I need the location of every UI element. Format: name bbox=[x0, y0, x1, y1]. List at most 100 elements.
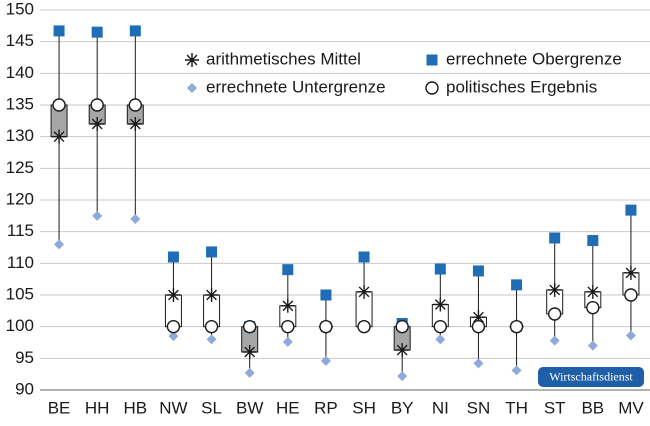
mean-marker bbox=[185, 53, 199, 67]
result-marker bbox=[52, 98, 66, 112]
legend-label: politisches Ergebnis bbox=[446, 77, 597, 96]
y-tick-label: 140 bbox=[6, 63, 34, 82]
y-tick-label: 130 bbox=[6, 126, 34, 145]
upper-marker bbox=[587, 235, 599, 247]
lower-marker bbox=[168, 331, 179, 342]
mean-marker bbox=[623, 265, 638, 280]
mean-marker bbox=[547, 282, 562, 297]
x-tick-label: HE bbox=[276, 398, 300, 417]
upper-marker bbox=[549, 232, 561, 244]
upper-marker bbox=[472, 265, 484, 277]
mean-marker bbox=[585, 284, 600, 299]
lower-marker bbox=[320, 355, 331, 366]
legend-label: arithmetisches Mittel bbox=[206, 49, 361, 68]
upper-marker bbox=[129, 25, 141, 37]
legend-label: errechnete Untergrenze bbox=[206, 77, 386, 96]
mean-marker bbox=[90, 117, 105, 131]
legend-item: errechnete Untergrenze bbox=[187, 77, 386, 96]
result-marker bbox=[204, 319, 219, 334]
y-tick-label: 95 bbox=[15, 348, 34, 367]
y-tick-label: 135 bbox=[6, 94, 34, 113]
upper-marker bbox=[282, 264, 294, 276]
lower-marker bbox=[397, 371, 408, 382]
x-tick-label: BE bbox=[48, 398, 71, 417]
lower-marker bbox=[549, 335, 560, 346]
legend-item: errechnete Obergrenze bbox=[426, 49, 622, 68]
result-marker bbox=[624, 288, 638, 302]
lower-marker bbox=[244, 367, 255, 378]
lower-marker bbox=[587, 340, 598, 351]
upper-marker bbox=[53, 25, 65, 37]
lower-marker bbox=[473, 358, 484, 369]
upper-marker bbox=[358, 251, 370, 263]
mean-marker bbox=[395, 343, 410, 358]
mean-marker bbox=[357, 284, 372, 299]
result-marker bbox=[586, 300, 600, 315]
legend-item: politisches Ergebnis bbox=[425, 77, 597, 96]
y-tick-label: 115 bbox=[7, 221, 34, 240]
mean-marker bbox=[471, 310, 486, 325]
x-tick-label: MV bbox=[618, 398, 644, 417]
upper-marker bbox=[91, 26, 103, 38]
x-tick-label: SN bbox=[467, 398, 491, 417]
lower-marker bbox=[282, 336, 293, 347]
y-tick-label: 150 bbox=[6, 0, 34, 18]
mean-marker bbox=[242, 345, 257, 359]
mean-marker bbox=[128, 117, 143, 131]
mean-marker bbox=[280, 298, 295, 313]
upper-marker bbox=[206, 246, 218, 258]
result-marker bbox=[242, 319, 257, 334]
y-tick-label: 100 bbox=[6, 316, 34, 335]
result-marker bbox=[471, 319, 486, 334]
x-tick-label: NI bbox=[432, 398, 449, 417]
upper-marker bbox=[511, 279, 523, 291]
x-tick-label: BY bbox=[391, 398, 414, 417]
upper-marker bbox=[625, 204, 637, 216]
result-marker bbox=[90, 98, 104, 112]
result-marker bbox=[395, 319, 409, 334]
lower-marker bbox=[92, 210, 103, 221]
mean-marker bbox=[433, 297, 448, 312]
y-tick-label: 90 bbox=[15, 379, 34, 398]
result-marker bbox=[319, 319, 333, 334]
x-tick-label: BW bbox=[236, 398, 263, 417]
result-marker bbox=[509, 319, 524, 334]
lower-marker bbox=[54, 239, 65, 250]
legend-label: errechnete Obergrenze bbox=[446, 49, 622, 68]
mean-marker bbox=[204, 288, 219, 302]
x-tick-label: NW bbox=[159, 398, 187, 417]
upper-marker bbox=[320, 289, 332, 301]
result-marker bbox=[281, 319, 295, 334]
y-tick-label: 145 bbox=[6, 31, 34, 50]
mean-marker bbox=[52, 129, 67, 144]
x-tick-label: HB bbox=[124, 398, 148, 417]
y-tick-label: 120 bbox=[6, 189, 34, 208]
y-tick-label: 105 bbox=[6, 284, 34, 303]
lower-marker bbox=[130, 214, 141, 224]
lower-marker bbox=[206, 334, 217, 345]
x-tick-label: SH bbox=[352, 398, 376, 417]
legend-item: arithmetisches Mittel bbox=[185, 49, 361, 68]
x-tick-label: BB bbox=[581, 398, 604, 417]
result-marker bbox=[166, 319, 181, 334]
upper-marker bbox=[167, 251, 179, 263]
lower-marker bbox=[625, 330, 636, 341]
x-tick-label: SL bbox=[201, 398, 222, 417]
x-tick-label: HH bbox=[85, 398, 110, 417]
mean-marker bbox=[166, 288, 181, 302]
y-tick-label: 125 bbox=[6, 158, 34, 177]
badge-box bbox=[538, 367, 644, 387]
lower-marker bbox=[511, 365, 522, 376]
x-tick-label: RP bbox=[314, 398, 338, 417]
x-tick-label: TH bbox=[505, 398, 528, 417]
upper-marker bbox=[426, 54, 438, 66]
upper-marker bbox=[434, 263, 446, 275]
lower-marker bbox=[435, 334, 446, 345]
result-marker bbox=[357, 319, 371, 334]
lower-marker bbox=[187, 83, 197, 93]
result-marker bbox=[547, 307, 562, 321]
source-badge: Wirtschaftsdienst bbox=[549, 369, 633, 383]
result-marker bbox=[433, 319, 448, 334]
result-marker bbox=[425, 81, 439, 95]
